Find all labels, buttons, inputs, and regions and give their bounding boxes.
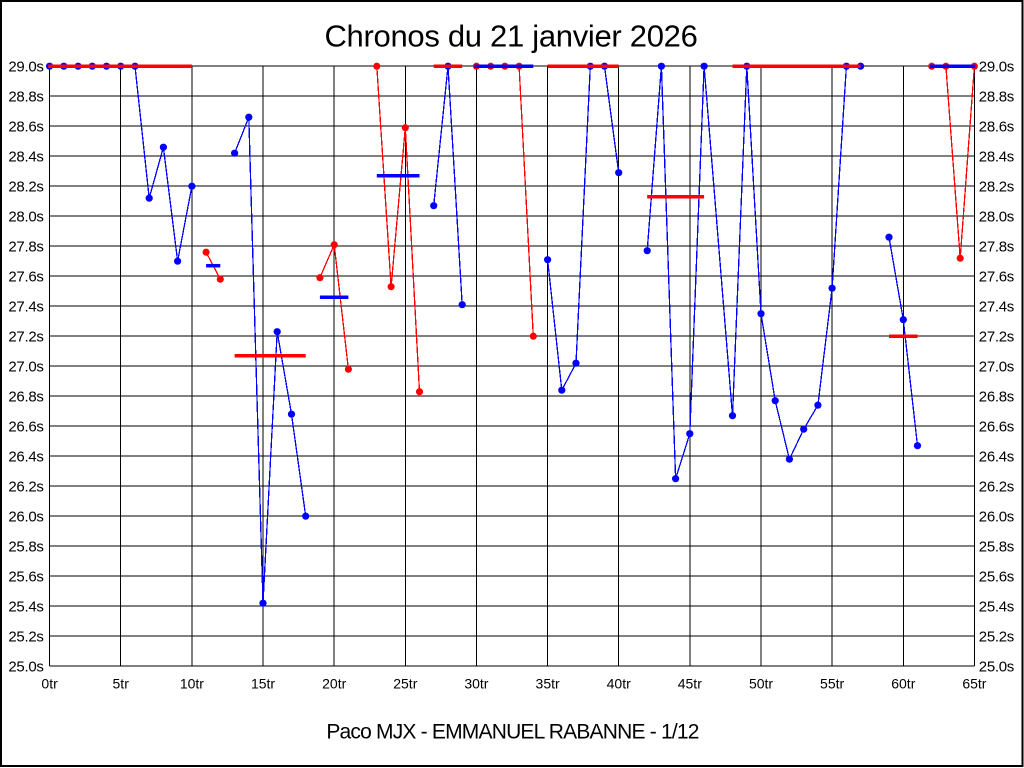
svg-text:Paco MJX - EMMANUEL RABANNE -: Paco MJX - EMMANUEL RABANNE - 1/12 xyxy=(326,720,698,743)
svg-text:27.8s: 27.8s xyxy=(8,238,43,255)
svg-text:30tr: 30tr xyxy=(464,676,488,692)
svg-text:28.2s: 28.2s xyxy=(979,178,1014,195)
svg-text:28.6s: 28.6s xyxy=(8,118,43,135)
svg-text:26.6s: 26.6s xyxy=(8,418,43,435)
svg-text:25.0s: 25.0s xyxy=(979,658,1014,675)
svg-text:26.8s: 26.8s xyxy=(979,388,1014,405)
svg-text:10tr: 10tr xyxy=(180,676,204,692)
svg-text:26.8s: 26.8s xyxy=(8,388,43,405)
svg-text:27.0s: 27.0s xyxy=(8,358,43,375)
svg-text:28.8s: 28.8s xyxy=(8,88,43,105)
svg-text:25.2s: 25.2s xyxy=(8,628,43,645)
svg-text:40tr: 40tr xyxy=(607,676,631,692)
svg-text:25.6s: 25.6s xyxy=(8,568,43,585)
svg-text:25.4s: 25.4s xyxy=(8,598,43,615)
svg-text:27.0s: 27.0s xyxy=(979,358,1014,375)
svg-text:26.4s: 26.4s xyxy=(979,448,1014,465)
svg-text:65tr: 65tr xyxy=(962,676,986,692)
svg-text:45tr: 45tr xyxy=(678,676,702,692)
svg-text:27.6s: 27.6s xyxy=(8,268,43,285)
svg-text:35tr: 35tr xyxy=(536,676,560,692)
svg-text:28.4s: 28.4s xyxy=(979,148,1014,165)
svg-text:28.4s: 28.4s xyxy=(8,148,43,165)
svg-text:26.0s: 26.0s xyxy=(979,508,1014,525)
svg-text:29.0s: 29.0s xyxy=(979,58,1014,75)
svg-text:28.6s: 28.6s xyxy=(979,118,1014,135)
svg-text:25.6s: 25.6s xyxy=(979,568,1014,585)
svg-text:25tr: 25tr xyxy=(393,676,417,692)
svg-text:26.0s: 26.0s xyxy=(8,508,43,525)
svg-text:27.6s: 27.6s xyxy=(979,268,1014,285)
svg-text:60tr: 60tr xyxy=(891,676,915,692)
svg-text:25.8s: 25.8s xyxy=(8,538,43,555)
svg-text:29.0s: 29.0s xyxy=(8,58,43,75)
svg-text:0tr: 0tr xyxy=(41,676,58,692)
svg-text:28.2s: 28.2s xyxy=(8,178,43,195)
svg-text:5tr: 5tr xyxy=(113,676,130,692)
svg-text:27.4s: 27.4s xyxy=(8,298,43,315)
svg-text:20tr: 20tr xyxy=(322,676,346,692)
svg-text:28.0s: 28.0s xyxy=(8,208,43,225)
svg-text:28.0s: 28.0s xyxy=(979,208,1014,225)
svg-text:15tr: 15tr xyxy=(251,676,275,692)
svg-text:26.2s: 26.2s xyxy=(979,478,1014,495)
svg-text:25.8s: 25.8s xyxy=(979,538,1014,555)
svg-text:25.0s: 25.0s xyxy=(8,658,43,675)
svg-text:25.4s: 25.4s xyxy=(979,598,1014,615)
svg-text:28.8s: 28.8s xyxy=(979,88,1014,105)
svg-text:26.4s: 26.4s xyxy=(8,448,43,465)
svg-text:Chronos du 21 janvier 2026: Chronos du 21 janvier 2026 xyxy=(324,18,697,53)
svg-text:27.2s: 27.2s xyxy=(8,328,43,345)
svg-text:55tr: 55tr xyxy=(820,676,844,692)
svg-text:50tr: 50tr xyxy=(749,676,773,692)
svg-text:26.2s: 26.2s xyxy=(8,478,43,495)
svg-text:25.2s: 25.2s xyxy=(979,628,1014,645)
svg-text:27.4s: 27.4s xyxy=(979,298,1014,315)
svg-text:26.6s: 26.6s xyxy=(979,418,1014,435)
svg-text:27.8s: 27.8s xyxy=(979,238,1014,255)
svg-text:27.2s: 27.2s xyxy=(979,328,1014,345)
